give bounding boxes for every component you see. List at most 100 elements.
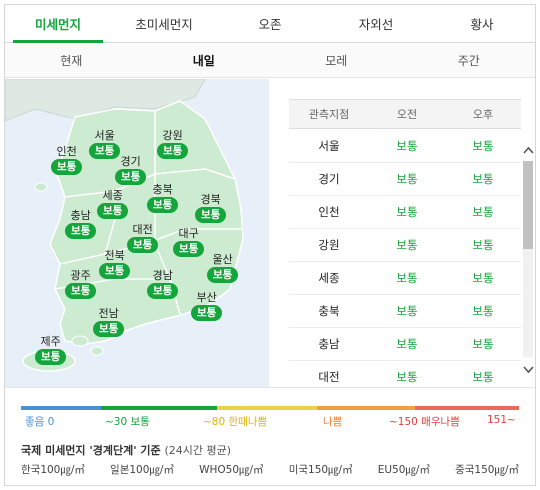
tab-day-after[interactable]: 모레 bbox=[325, 54, 348, 68]
legend-title-sub: (24시간 평균) bbox=[164, 444, 232, 457]
region-name: 인천 bbox=[56, 145, 77, 158]
air-quality-widget: 미세먼지 초미세먼지 오존 자외선 황사 현재 내일 모레 주간 bbox=[4, 4, 536, 486]
region-chungnam[interactable]: 충남 보통 bbox=[65, 209, 97, 239]
legend-seg-bad bbox=[317, 406, 415, 410]
region-ulsan[interactable]: 울산 보통 bbox=[207, 253, 239, 283]
legend-seg-normal bbox=[101, 406, 217, 410]
standard-usa: 미국150㎍/㎥ bbox=[288, 464, 353, 476]
chevron-up-icon[interactable] bbox=[522, 143, 534, 157]
region-name: 경기 bbox=[120, 155, 141, 168]
morning-status: 보통 bbox=[396, 370, 418, 384]
legend-color-bar bbox=[21, 406, 519, 410]
region-gwangju[interactable]: 광주 보통 bbox=[65, 269, 97, 299]
afternoon-status: 보통 bbox=[472, 304, 494, 318]
region-seoul[interactable]: 서울 보통 bbox=[89, 129, 121, 159]
status-badge: 보통 bbox=[207, 267, 239, 283]
legend-label: ~30 보통 bbox=[105, 416, 150, 428]
region-name: 광주 bbox=[70, 269, 91, 282]
region-jeju[interactable]: 제주 보통 bbox=[35, 335, 67, 365]
legend-label: ~150 매우나쁨 bbox=[389, 416, 460, 428]
status-badge: 보통 bbox=[65, 283, 97, 299]
station-name: 대전 bbox=[318, 370, 340, 384]
region-name: 제주 bbox=[40, 335, 61, 348]
legend-label: ~80 한때나쁨 bbox=[203, 416, 268, 428]
tab-yellow-dust[interactable]: 황사 bbox=[470, 17, 494, 32]
tab-ultrafine-dust[interactable]: 초미세먼지 bbox=[135, 17, 193, 32]
region-name: 충북 bbox=[152, 183, 173, 196]
legend-title: 국제 미세먼지 '경계단계' 기준 (24시간 평균) bbox=[21, 442, 231, 458]
tab-fine-dust[interactable]: 미세먼지 bbox=[5, 5, 111, 43]
table-row: 충남 보통 보통 bbox=[289, 328, 521, 361]
table-row: 경기 보통 보통 bbox=[289, 163, 521, 196]
status-badge: 보통 bbox=[115, 169, 147, 185]
status-badge: 보통 bbox=[89, 143, 121, 159]
station-name: 경기 bbox=[318, 172, 340, 186]
status-badge: 보통 bbox=[65, 223, 97, 239]
station-table: 관측지점 오전 오후 서울 보통 보통 경기 보통 보통 인천 보통 보통 강원… bbox=[269, 79, 535, 387]
region-busan[interactable]: 부산 보통 bbox=[191, 291, 223, 321]
region-daegu[interactable]: 대구 보통 bbox=[173, 227, 205, 257]
korea-map-shape bbox=[5, 79, 244, 372]
chevron-down-icon[interactable] bbox=[522, 363, 534, 377]
region-name: 강원 bbox=[162, 129, 183, 142]
region-sejong[interactable]: 세종 보통 bbox=[97, 189, 129, 219]
status-badge: 보통 bbox=[147, 283, 179, 299]
region-name: 대전 bbox=[132, 223, 153, 236]
scroll-track[interactable] bbox=[523, 161, 533, 357]
region-name: 경남 bbox=[152, 269, 173, 282]
status-badge: 보통 bbox=[51, 159, 83, 175]
table-header: 관측지점 오전 오후 bbox=[289, 99, 521, 129]
station-name: 서울 bbox=[318, 139, 340, 153]
region-gangwon[interactable]: 강원 보통 bbox=[157, 129, 189, 159]
tab-uv[interactable]: 자외선 bbox=[358, 17, 394, 32]
region-gyeongnam[interactable]: 경남 보통 bbox=[147, 269, 179, 299]
status-badge: 보통 bbox=[191, 305, 223, 321]
tab-now[interactable]: 현재 bbox=[60, 54, 83, 68]
legend-label: 나쁨 bbox=[323, 416, 343, 428]
table-scrollbar[interactable] bbox=[521, 131, 535, 387]
legend-label: 151~ bbox=[487, 414, 516, 426]
status-badge: 보통 bbox=[195, 207, 227, 223]
header-station: 관측지점 bbox=[308, 108, 350, 121]
morning-status: 보통 bbox=[396, 139, 418, 153]
afternoon-status: 보통 bbox=[472, 238, 494, 252]
region-daejeon[interactable]: 대전 보통 bbox=[127, 223, 159, 253]
region-name: 세종 bbox=[102, 189, 123, 202]
status-badge: 보통 bbox=[99, 263, 131, 279]
table-row: 서울 보통 보통 bbox=[289, 130, 521, 163]
standard-who: WHO50㎍/㎥ bbox=[199, 464, 264, 476]
station-name: 충북 bbox=[318, 304, 340, 318]
status-badge: 보통 bbox=[147, 197, 179, 213]
standards-list: 한국100㎍/㎥ 일본100㎍/㎥ WHO50㎍/㎥ 미국150㎍/㎥ EU50… bbox=[21, 462, 519, 476]
region-name: 경북 bbox=[200, 193, 221, 206]
region-name: 전북 bbox=[104, 249, 125, 262]
period-tabs: 현재 내일 모레 주간 bbox=[5, 44, 535, 78]
region-name: 전남 bbox=[98, 307, 119, 320]
legend-label: 좋음 0 bbox=[25, 416, 55, 428]
afternoon-status: 보통 bbox=[472, 370, 494, 384]
table-row: 강원 보통 보통 bbox=[289, 229, 521, 262]
category-tabs: 미세먼지 초미세먼지 오존 자외선 황사 bbox=[5, 5, 535, 43]
afternoon-status: 보통 bbox=[472, 139, 494, 153]
legend-seg-partial-bad bbox=[217, 406, 317, 410]
tab-weekly[interactable]: 주간 bbox=[457, 54, 480, 68]
tab-ozone[interactable]: 오존 bbox=[258, 17, 282, 32]
tab-tomorrow[interactable]: 내일 bbox=[192, 54, 215, 68]
table-row: 대전 보통 보통 bbox=[289, 361, 521, 387]
status-badge: 보통 bbox=[93, 321, 125, 337]
region-jeonnam[interactable]: 전남 보통 bbox=[93, 307, 125, 337]
header-afternoon: 오후 bbox=[472, 108, 494, 121]
afternoon-status: 보통 bbox=[472, 172, 494, 186]
status-badge: 보통 bbox=[173, 241, 205, 257]
region-gyeongbuk[interactable]: 경북 보통 bbox=[195, 193, 227, 223]
morning-status: 보통 bbox=[396, 271, 418, 285]
region-chungbuk[interactable]: 충북 보통 bbox=[147, 183, 179, 213]
region-jeonbuk[interactable]: 전북 보통 bbox=[99, 249, 131, 279]
station-name: 충남 bbox=[318, 337, 340, 351]
region-gyeonggi[interactable]: 경기 보통 bbox=[115, 155, 147, 185]
region-incheon[interactable]: 인천 보통 bbox=[51, 145, 83, 175]
status-badge: 보통 bbox=[127, 237, 159, 253]
afternoon-status: 보통 bbox=[472, 337, 494, 351]
station-name: 강원 bbox=[318, 238, 340, 252]
scroll-thumb[interactable] bbox=[523, 161, 533, 249]
